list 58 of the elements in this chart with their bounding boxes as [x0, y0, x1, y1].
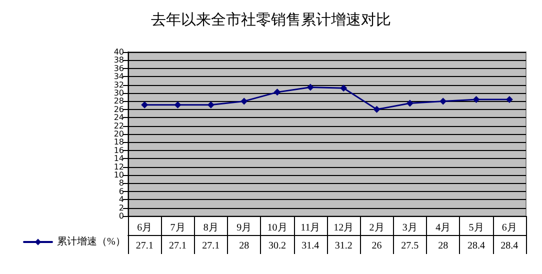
- chart-title: 去年以来全市社零销售累计增速对比: [151, 12, 391, 28]
- point: [174, 101, 182, 108]
- data-label: 30.2: [268, 240, 286, 252]
- point: [274, 88, 281, 96]
- point: [506, 96, 513, 104]
- x-tick-label: 4月: [436, 222, 451, 234]
- y-tick-label: 6: [118, 186, 124, 196]
- x-tick-label: 5月: [468, 222, 484, 234]
- y-tick-label: 34: [114, 72, 124, 82]
- data-label: 26: [372, 240, 382, 252]
- y-tick-label: 40: [114, 48, 124, 56]
- point: [141, 101, 148, 108]
- x-tick-label: 9月: [236, 222, 252, 234]
- y-tick-label: 26: [114, 104, 124, 114]
- x-tick-label: 11月: [300, 222, 320, 234]
- data-label: 28.4: [468, 240, 485, 252]
- x-tick-label: 12月: [334, 222, 354, 234]
- x-tick-label: 2月: [369, 222, 384, 234]
- x-tick-label: 6月: [137, 222, 152, 234]
- point: [440, 98, 447, 105]
- x-tick-label: 6月: [502, 222, 517, 234]
- y-tick-label: 14: [114, 154, 124, 164]
- data-label: 31.4: [302, 240, 320, 252]
- data-label: 27.1: [136, 240, 154, 252]
- legend-label: 累计增速（%）: [57, 236, 126, 248]
- data-label: 27.1: [169, 240, 186, 252]
- y-tick-label: 24: [114, 113, 124, 122]
- y-tick-label: 16: [114, 146, 124, 155]
- x-tick-label: 3月: [402, 222, 418, 234]
- point: [406, 100, 414, 107]
- y-tick-label: 10: [114, 170, 124, 180]
- point: [240, 98, 248, 105]
- data-label: 28: [239, 240, 250, 252]
- data-label: 28.4: [500, 240, 518, 252]
- data-label: 31.2: [334, 240, 352, 252]
- point: [340, 84, 348, 92]
- y-tick-label: 30: [114, 88, 124, 98]
- point: [373, 106, 380, 113]
- point: [472, 96, 480, 104]
- y-tick-label: 4: [118, 195, 124, 204]
- x-tick-label: 8月: [203, 222, 218, 234]
- data-label: 28: [438, 240, 448, 252]
- y-tick-label: 36: [114, 64, 124, 73]
- data-label: 27.1: [202, 240, 220, 252]
- y-tick-label: 32: [114, 80, 124, 90]
- y-tick-label: 38: [114, 56, 124, 65]
- y-tick-label: 20: [114, 130, 124, 138]
- data-label: 27.5: [401, 240, 419, 252]
- y-tick-label: 2: [118, 203, 124, 212]
- x-tick-label: 7月: [170, 222, 186, 234]
- point: [306, 84, 314, 91]
- point: [207, 101, 214, 108]
- y-tick-label: 8: [118, 178, 124, 188]
- y-tick-label: 28: [114, 96, 124, 106]
- x-tick-label: 10月: [267, 222, 288, 234]
- y-tick-label: 12: [114, 162, 124, 172]
- y-tick-label: 22: [114, 121, 124, 130]
- y-tick-label: 18: [114, 138, 124, 147]
